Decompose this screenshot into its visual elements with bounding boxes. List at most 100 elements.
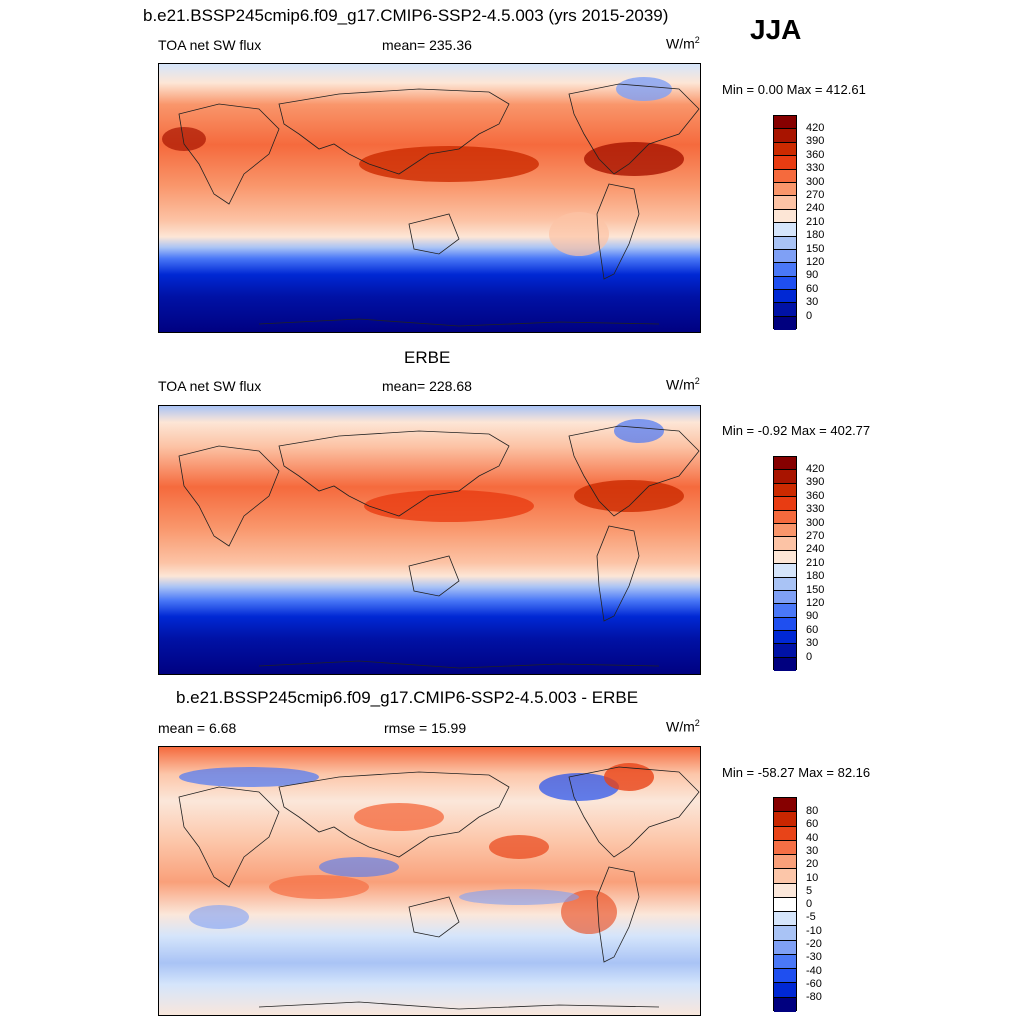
colorbar-swatch [774,869,796,884]
colorbar-swatch [774,116,796,130]
panel-3-title: b.e21.BSSP245cmip6.f09_g17.CMIP6-SSP2-4.… [176,688,639,707]
colorbar-swatch [774,169,796,183]
panel-3-colorbar-tick: 60 [806,818,819,831]
colorbar-swatch [774,497,796,511]
season-label: JJA [750,14,802,45]
panel-2-colorbar-tick: 120 [806,597,825,609]
panel-2-colorbar [773,456,797,672]
panel-1-colorbar-tick: 120 [806,256,825,268]
colorbar-swatch [774,182,796,197]
panel-1-colorbar-tick: 330 [806,162,825,175]
panel-3-units: W/m2 [666,718,700,735]
panel-1-colorbar-tick: 30 [806,296,819,309]
panel-1-colorbar-tick: 240 [806,202,825,215]
panel-2-title: ERBE [404,348,451,367]
panel-3-colorbar-tick: -40 [806,964,822,977]
colorbar-swatch [774,812,796,827]
panel-1-colorbar-tick: 300 [806,175,825,188]
colorbar-swatch [774,590,796,605]
panel-1-mean-label: mean= 235.36 [382,37,472,53]
panel-1-colorbar [773,115,797,331]
panel-1-colorbar-tick: 60 [806,282,819,295]
panel-3-colorbar-tick: -80 [806,991,822,1004]
panel-2-colorbar-tick: 0 [806,650,813,663]
panel-1-map [158,63,701,333]
panel-1-title: b.e21.BSSP245cmip6.f09_g17.CMIP6-SSP2-4.… [143,6,669,25]
colorbar-swatch [774,236,796,250]
panel-1-units: W/m2 [666,35,700,52]
panel-3-colorbar-tick: 30 [806,844,819,857]
colorbar-swatch [774,156,796,170]
panel-3-colorbar-tick: 20 [806,858,819,871]
colorbar-swatch [774,196,796,210]
panel-3-colorbar-tick: -5 [806,911,816,924]
panel-3-map [158,746,701,1016]
colorbar-swatch [774,926,796,941]
colorbar-swatch [774,483,796,498]
colorbar-swatch [774,940,796,955]
panel-2-mean-label: mean= 228.68 [382,378,472,394]
panel-1-colorbar-tick: 210 [806,215,825,228]
colorbar-swatch [774,997,796,1012]
colorbar-swatch [774,798,796,813]
colorbar-swatch [774,954,796,970]
panel-2-colorbar-tick: 60 [806,623,819,636]
colorbar-swatch [774,129,796,143]
colorbar-swatch [774,550,796,565]
panel-1-colorbar-tick: 150 [806,242,825,255]
colorbar-swatch [774,470,796,484]
panel-2-colorbar-tick: 390 [806,476,825,489]
colorbar-swatch [774,983,796,998]
colorbar-swatch [774,855,796,870]
colorbar-swatch [774,457,796,471]
panel-3-colorbar-tick: 40 [806,831,819,844]
colorbar-swatch [774,510,796,524]
panel-2-colorbar-tick: 360 [806,489,825,502]
colorbar-swatch [774,316,796,331]
panel-3-colorbar-tick: 10 [806,871,819,884]
panel-1-colorbar-tick: 180 [806,229,825,242]
colorbar-swatch [774,276,796,291]
panel-1-variable-label: TOA net SW flux [158,37,262,53]
colorbar-swatch [774,617,796,632]
panel-2-colorbar-tick: 300 [806,516,825,529]
colorbar-swatch [774,604,796,618]
colorbar-swatch [774,523,796,538]
panel-3-colorbar-tick: 5 [806,884,813,897]
panel-3-mean-label: mean = 6.68 [158,720,237,736]
colorbar-swatch [774,223,796,237]
panel-3-rmse-label: rmse = 15.99 [384,720,467,736]
panel-2-colorbar-tick: 90 [806,610,819,623]
panel-2-colorbar-tick: 420 [806,463,825,475]
colorbar-swatch [774,631,796,645]
colorbar-swatch [774,290,796,304]
panel-2-colorbar-tick: 240 [806,543,825,556]
panel-3-colorbar-tick: 0 [806,898,813,911]
colorbar-swatch [774,644,796,658]
colorbar-swatch [774,209,796,224]
panel-1-colorbar-tick: 360 [806,148,825,161]
colorbar-swatch [774,969,796,984]
panel-2-colorbar-tick: 150 [806,583,825,596]
colorbar-swatch [774,537,796,551]
colorbar-swatch [774,249,796,264]
colorbar-swatch [774,577,796,591]
panel-3-colorbar-tick: -30 [806,951,822,964]
colorbar-swatch [774,657,796,672]
panel-1-colorbar-tick: 390 [806,135,825,148]
panel-1-minmax: Min = 0.00 Max = 412.61 [722,82,866,97]
panel-3-colorbar-tick: 80 [806,805,819,817]
colorbar-swatch [774,263,796,277]
colorbar-swatch [774,564,796,578]
panel-2-colorbar-tick: 330 [806,503,825,516]
panel-3-colorbar [773,797,797,1012]
colorbar-swatch [774,883,796,898]
panel-3-colorbar-tick: -60 [806,977,822,990]
panel-1-colorbar-tick: 420 [806,122,825,134]
panel-3-colorbar-tick: -10 [806,924,822,937]
panel-1-colorbar-tick: 90 [806,269,819,282]
panel-3-minmax: Min = -58.27 Max = 82.16 [722,765,871,780]
panel-2-minmax: Min = -0.92 Max = 402.77 [722,423,871,438]
panel-2-colorbar-tick: 180 [806,570,825,583]
colorbar-swatch [774,142,796,157]
